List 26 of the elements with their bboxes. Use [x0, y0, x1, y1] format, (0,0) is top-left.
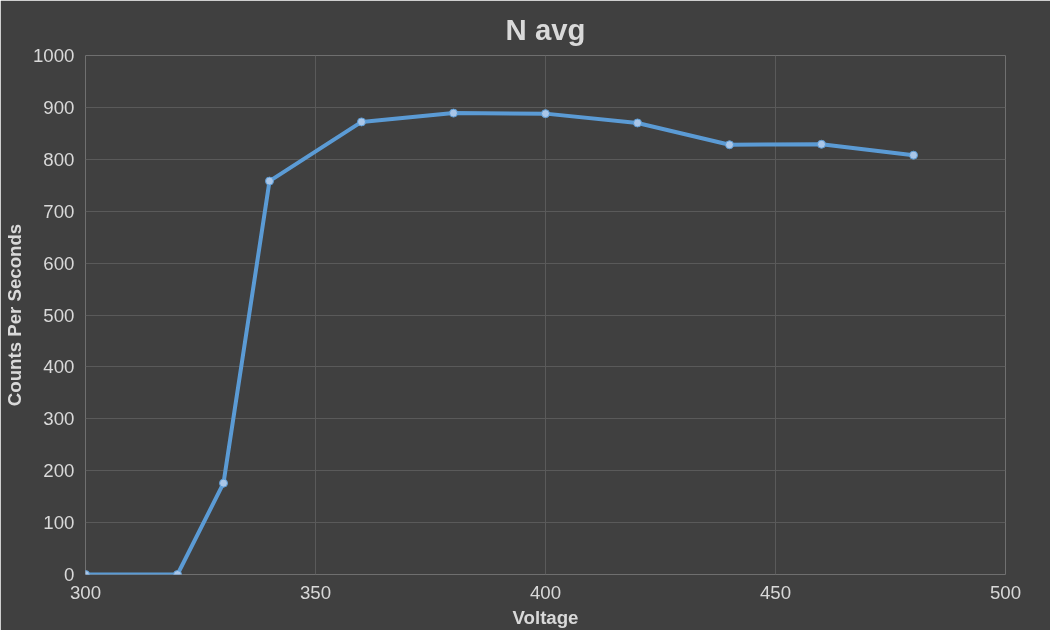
point: [541, 109, 550, 119]
y-tick-label: 800: [43, 148, 75, 170]
point: [449, 108, 458, 118]
y-axis-title: Counts Per Seconds: [4, 223, 25, 407]
point: [817, 139, 826, 149]
y-tick-label: 1000: [33, 45, 75, 66]
point: [725, 140, 734, 150]
y-tick-label: 100: [43, 512, 75, 534]
y-tick-label: 700: [43, 200, 75, 222]
y-tick-label: 900: [43, 96, 75, 118]
chart-title: N avg: [505, 12, 586, 46]
x-tick-label: 400: [529, 581, 562, 603]
point: [633, 118, 642, 128]
point: [357, 117, 366, 127]
point: [909, 150, 918, 160]
y-tick-label: 600: [43, 252, 75, 274]
y-tick-label: 200: [43, 460, 75, 482]
x-axis-title: Voltage: [512, 606, 579, 628]
y-tick-label: 300: [43, 408, 75, 430]
y-tick-label: 500: [43, 304, 75, 326]
x-tick-label: 350: [299, 581, 332, 603]
x-tick-label: 450: [759, 581, 792, 603]
y-tick-label: 400: [43, 356, 75, 378]
point: [219, 478, 228, 488]
point: [265, 176, 274, 186]
x-tick-label: 500: [989, 581, 1022, 603]
